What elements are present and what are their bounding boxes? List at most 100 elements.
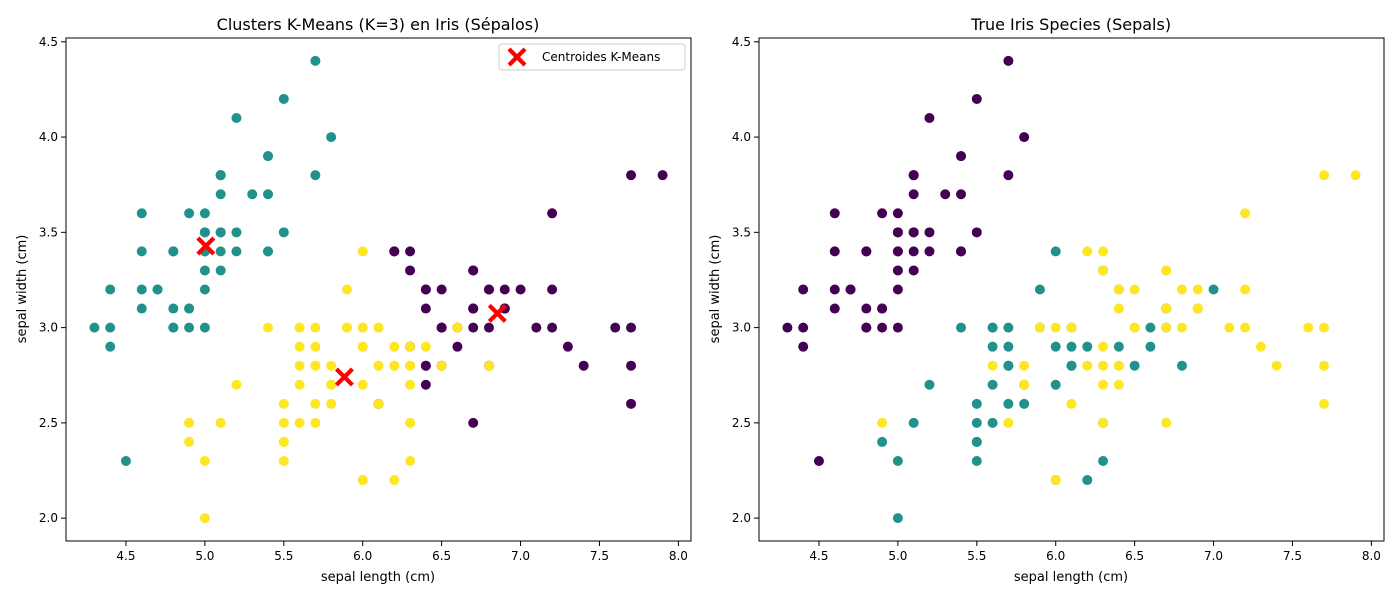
scatter-point	[215, 189, 226, 200]
scatter-point	[231, 113, 242, 124]
scatter-point	[184, 322, 195, 333]
scatter-point	[310, 398, 321, 409]
scatter-point	[89, 322, 100, 333]
scatter-point	[468, 303, 479, 314]
scatter-point	[405, 341, 416, 352]
scatter-point	[531, 322, 542, 333]
x-tick-label: 6.0	[1046, 549, 1065, 563]
scatter-point	[373, 360, 384, 371]
x-tick-label: 7.5	[1283, 549, 1302, 563]
x-axis-ticks: 4.5 5.0 5.5 6.0 6.5 7.0 7.5 8.0	[809, 541, 1381, 563]
scatter-point	[971, 417, 982, 428]
scatter-point	[845, 284, 856, 295]
scatter-point	[1050, 341, 1061, 352]
scatter-point	[1129, 322, 1140, 333]
scatter-point	[1319, 322, 1330, 333]
scatter-point	[373, 398, 384, 409]
scatter-point	[987, 341, 998, 352]
scatter-point	[1192, 284, 1203, 295]
y-tick-label: 3.0	[39, 321, 58, 335]
scatter-point	[1003, 170, 1014, 181]
scatter-point	[971, 227, 982, 238]
scatter-point	[294, 322, 305, 333]
x-tick-label: 7.0	[511, 549, 530, 563]
scatter-point	[1161, 303, 1172, 314]
scatter-point	[908, 227, 919, 238]
x-tick-label: 6.0	[353, 549, 372, 563]
scatter-point	[215, 417, 226, 428]
scatter-point	[829, 246, 840, 257]
scatter-point	[1113, 379, 1124, 390]
scatter-point	[987, 322, 998, 333]
scatter-point	[483, 284, 494, 295]
scatter-point	[420, 360, 431, 371]
y-tick-label: 2.5	[732, 416, 751, 430]
scatter-point	[861, 246, 872, 257]
scatter-point	[483, 360, 494, 371]
scatter-point	[971, 93, 982, 104]
scatter-point	[294, 379, 305, 390]
scatter-point	[562, 341, 573, 352]
scatter-point	[436, 284, 447, 295]
scatter-point	[1208, 284, 1219, 295]
centroid-marker	[196, 236, 216, 256]
scatter-point	[1034, 322, 1045, 333]
scatter-point	[263, 246, 274, 257]
scatter-point	[357, 379, 368, 390]
scatter-point	[199, 265, 210, 276]
x-tick-label: 4.5	[116, 549, 135, 563]
scatter-point	[578, 360, 589, 371]
scatter-point	[310, 322, 321, 333]
scatter-point	[1098, 417, 1109, 428]
scatter-point	[326, 132, 337, 143]
scatter-point	[436, 322, 447, 333]
plot-frame	[65, 37, 692, 542]
x-tick-label: 5.5	[967, 549, 986, 563]
x-tick-label: 4.5	[809, 549, 828, 563]
scatter-point	[1098, 360, 1109, 371]
scatter-point	[136, 284, 147, 295]
scatter-point	[1066, 398, 1077, 409]
scatter-points	[89, 55, 668, 524]
scatter-point	[1145, 341, 1156, 352]
scatter-point	[389, 360, 400, 371]
scatter-point	[389, 246, 400, 257]
scatter-point	[215, 265, 226, 276]
scatter-point	[199, 513, 210, 524]
scatter-point	[294, 341, 305, 352]
scatter-point	[1224, 322, 1235, 333]
scatter-point	[1066, 341, 1077, 352]
scatter-point	[1113, 303, 1124, 314]
scatter-point	[1066, 322, 1077, 333]
scatter-point	[610, 322, 621, 333]
y-axis-label: sepal width (cm)	[15, 235, 30, 344]
scatter-point	[1019, 379, 1030, 390]
x-axis-ticks: 4.5 5.0 5.5 6.0 6.5 7.0 7.5 8.0	[116, 541, 688, 563]
scatter-point	[199, 208, 210, 219]
scatter-point	[184, 303, 195, 314]
scatter-point	[1098, 341, 1109, 352]
scatter-point	[199, 455, 210, 466]
scatter-point	[1034, 284, 1045, 295]
scatter-point	[326, 398, 337, 409]
scatter-point	[892, 513, 903, 524]
scatter-point	[892, 284, 903, 295]
scatter-point	[798, 322, 809, 333]
scatter-point	[924, 113, 935, 124]
scatter-point	[515, 284, 526, 295]
chart-title: True Iris Species (Sepals)	[970, 15, 1171, 34]
x-tick-label: 7.0	[1204, 549, 1223, 563]
scatter-point	[483, 322, 494, 333]
scatter-point	[278, 227, 289, 238]
scatter-point	[310, 170, 321, 181]
scatter-point	[231, 227, 242, 238]
scatter-point	[971, 436, 982, 447]
scatter-point	[1240, 208, 1251, 219]
scatter-point	[420, 284, 431, 295]
x-tick-label: 8.0	[1362, 549, 1381, 563]
scatter-point	[924, 246, 935, 257]
scatter-point	[341, 322, 352, 333]
centroid-marker	[487, 303, 507, 323]
scatter-point	[987, 417, 998, 428]
scatter-point	[987, 360, 998, 371]
